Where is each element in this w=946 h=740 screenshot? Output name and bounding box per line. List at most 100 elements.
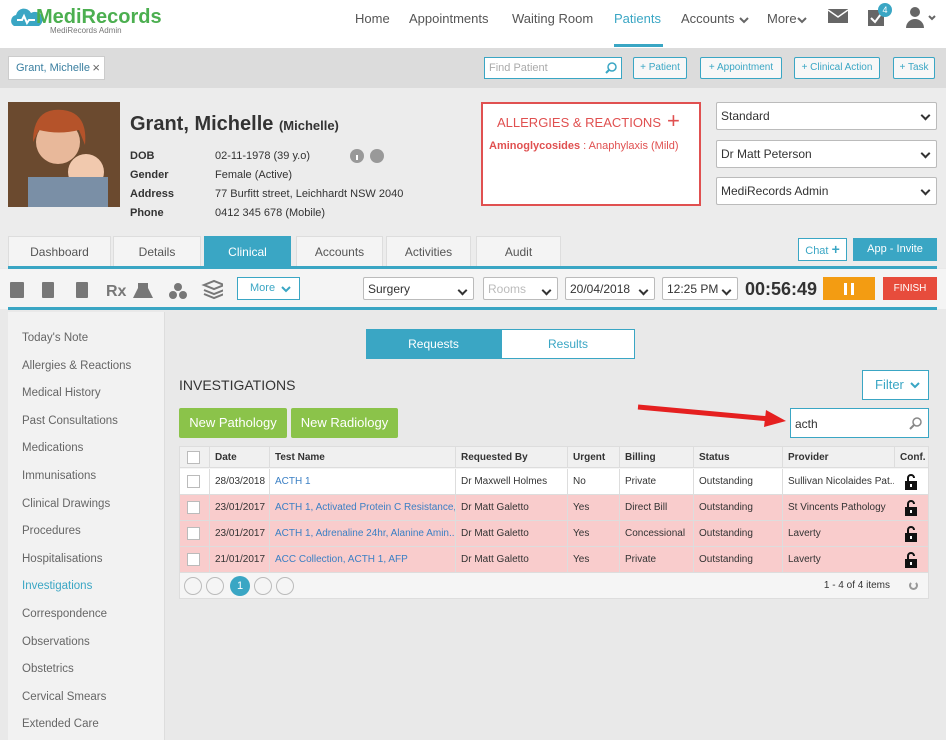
info-icons[interactable] [350, 149, 386, 165]
mail-icon[interactable] [828, 8, 848, 24]
new-pathology-button[interactable]: New Pathology [179, 408, 287, 438]
pause-icon [844, 283, 854, 295]
chat-button[interactable]: Chat + [798, 238, 847, 261]
column-header[interactable]: Billing [619, 447, 693, 467]
results-toggle[interactable]: Results [501, 329, 635, 359]
nav-item[interactable]: Home [355, 11, 390, 26]
cell: Concessional [619, 521, 693, 546]
column-header[interactable]: Requested By [455, 447, 567, 467]
more-label: More [250, 282, 276, 294]
more-button[interactable]: More [237, 277, 300, 300]
add-task-button[interactable]: + Task [893, 57, 935, 79]
sidebar-item[interactable]: Correspondence [22, 608, 108, 620]
tab[interactable]: Dashboard [8, 236, 111, 267]
table-row[interactable]: 28/03/2018 ACTH 1 Dr Maxwell Holmes No Priva… [180, 469, 928, 495]
tab[interactable]: Activities [386, 236, 471, 267]
select-all-checkbox[interactable] [187, 451, 200, 464]
add-appointment-button[interactable]: + Appointment [700, 57, 782, 79]
pager-summary: 1 - 4 of 4 items [823, 580, 890, 591]
user-select[interactable]: MediRecords Admin [716, 177, 937, 205]
nav-item[interactable]: Accounts [681, 11, 735, 26]
row-checkbox[interactable] [187, 553, 200, 566]
column-header[interactable]: Conf. [894, 447, 930, 467]
user-icon[interactable] [906, 6, 938, 28]
clinical-icons[interactable]: Rx [8, 279, 223, 301]
pager-current[interactable]: 1 [230, 576, 250, 596]
logo-subtitle: MediRecords Admin [50, 26, 122, 35]
date-input[interactable]: 20/04/2018 [565, 277, 655, 300]
nav-item[interactable]: More [767, 11, 797, 26]
doctor-select[interactable]: Dr Matt Peterson [716, 140, 937, 168]
pager-first[interactable] [184, 577, 202, 595]
tasks-badge: 4 [878, 3, 892, 17]
column-header[interactable]: Status [693, 447, 782, 467]
pager-last[interactable] [276, 577, 294, 595]
top-header [0, 0, 946, 48]
sidebar-item[interactable]: Allergies & Reactions [22, 359, 132, 372]
column-header[interactable]: Urgent [567, 447, 619, 467]
sidebar-item[interactable]: Extended Care [22, 718, 99, 731]
find-patient-input[interactable]: Find Patient [484, 57, 622, 79]
logo-icon [11, 8, 43, 26]
column-header[interactable]: Test Name [269, 447, 455, 467]
cell: 21/01/2017 [209, 547, 269, 572]
row-checkbox[interactable] [187, 501, 200, 514]
table-row[interactable]: 23/01/2017 ACTH 1, Activated Protein C Re… [180, 495, 928, 521]
filter-label: Filter [875, 377, 904, 392]
location-select[interactable]: Surgery [363, 277, 474, 300]
sidebar-item[interactable]: Clinical Drawings [22, 497, 111, 510]
nav-item-active[interactable]: Patients [614, 11, 661, 26]
sidebar-item[interactable]: Investigations [22, 580, 93, 593]
row-checkbox[interactable] [187, 527, 200, 540]
toolbar [0, 48, 946, 88]
patient-chip[interactable]: Grant, Michelle × [8, 56, 105, 80]
time-input[interactable]: 12:25 PM [662, 277, 738, 300]
allergy-substance: Aminoglycosides [489, 140, 581, 152]
row-checkbox[interactable] [187, 475, 200, 488]
add-clinical-action-button[interactable]: + Clinical Action [794, 57, 880, 79]
investigations-table: Date Test Name Requested By Urgent Billing St… [179, 446, 929, 599]
tab-active[interactable]: Clinical [204, 236, 291, 267]
pager-next[interactable] [254, 577, 272, 595]
add-patient-button[interactable]: + Patient [633, 57, 687, 79]
cell: 23/01/2017 [209, 521, 269, 546]
requests-toggle[interactable]: Requests [366, 329, 501, 359]
lock-icon [905, 500, 917, 516]
nav-item[interactable]: Appointments [409, 11, 489, 26]
app-invite-button[interactable]: App - Invite [853, 238, 937, 261]
refresh-icon[interactable] [909, 581, 918, 590]
tab[interactable]: Audit [476, 236, 561, 267]
sidebar-item[interactable]: Immunisations [22, 470, 97, 482]
template-select[interactable]: Standard [716, 102, 937, 130]
sidebar-item[interactable]: Past Consultations [22, 414, 118, 427]
sidebar-item[interactable]: Medical History [22, 387, 101, 400]
rooms-select[interactable]: Rooms [483, 277, 558, 300]
nav-item[interactable]: Waiting Room [512, 11, 594, 26]
column-header[interactable]: Date [209, 447, 269, 467]
filter-button[interactable]: Filter [862, 370, 929, 400]
chat-label: Chat [805, 245, 829, 257]
cell: Outstanding [693, 547, 782, 572]
finish-button[interactable]: FINISH [883, 277, 937, 300]
tab[interactable]: Accounts [296, 236, 383, 267]
sidebar-item[interactable]: Cervical Smears [22, 690, 107, 703]
pause-button[interactable] [823, 277, 875, 300]
new-radiology-button[interactable]: New Radiology [291, 408, 398, 438]
sidebar-item[interactable]: Medications [22, 442, 84, 455]
close-icon[interactable]: × [92, 60, 100, 75]
table-row[interactable]: 23/01/2017 ACTH 1, Adrenaline 24hr, Alani… [180, 521, 928, 547]
sidebar-item[interactable]: Procedures [22, 525, 81, 538]
sidebar-item[interactable]: Obstetrics [22, 663, 74, 676]
placeholder: Find Patient [489, 62, 548, 74]
sidebar-item[interactable]: Hospitalisations [22, 552, 103, 565]
column-header[interactable]: Provider [782, 447, 894, 467]
patient-chip-label: Grant, Michelle [16, 62, 90, 74]
pager-prev[interactable] [206, 577, 224, 595]
tab[interactable]: Details [113, 236, 201, 267]
search-input[interactable]: acth [790, 408, 929, 438]
table-row[interactable]: 21/01/2017 ACC Collection, ACTH 1, AFP Dr … [180, 547, 928, 573]
add-allergy-icon[interactable]: + [667, 108, 680, 133]
sidebar-item[interactable]: Today's Note [22, 332, 89, 344]
cell: Private [619, 547, 693, 572]
sidebar-item[interactable]: Observations [22, 635, 90, 648]
